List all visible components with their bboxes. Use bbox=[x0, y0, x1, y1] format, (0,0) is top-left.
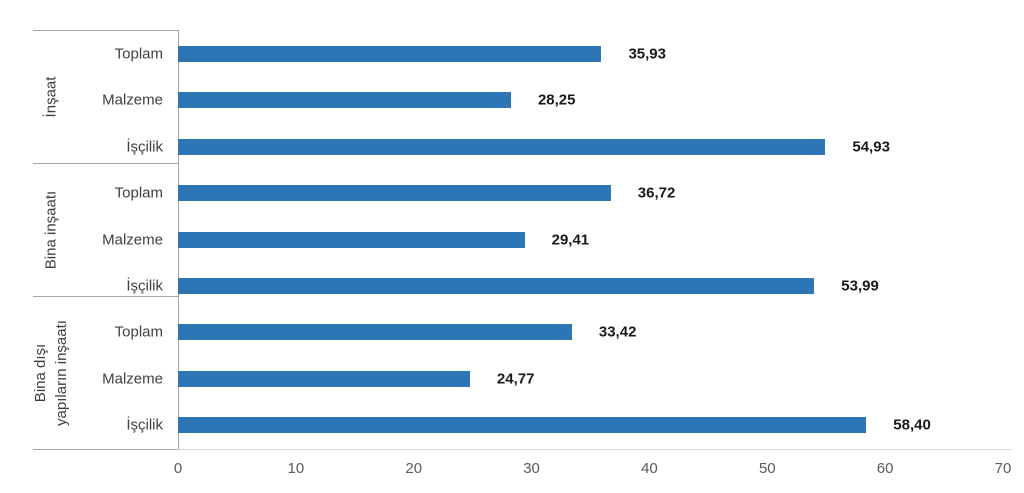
bar bbox=[178, 278, 815, 294]
value-label: 33,42 bbox=[598, 323, 637, 341]
x-tick-label: 50 bbox=[758, 460, 776, 477]
category-label: Toplam bbox=[114, 323, 163, 341]
value-label: 36,72 bbox=[637, 184, 676, 202]
category-label: Malzeme bbox=[102, 91, 163, 109]
category-label: Toplam bbox=[114, 45, 163, 63]
x-tick-label: 60 bbox=[876, 460, 894, 477]
group-divider-line bbox=[33, 163, 178, 164]
bar bbox=[178, 92, 511, 109]
value-label: 24,77 bbox=[496, 370, 535, 388]
category-area-top-line bbox=[33, 30, 178, 31]
group-label-line: Bina inşaatı bbox=[42, 190, 60, 269]
bar bbox=[178, 417, 867, 434]
group-divider-line bbox=[33, 296, 178, 297]
bar bbox=[178, 324, 572, 341]
x-tick-label: 30 bbox=[523, 460, 540, 477]
value-label: 29,41 bbox=[551, 231, 590, 249]
category-label: Malzeme bbox=[102, 231, 163, 249]
x-tick-label: 70 bbox=[994, 460, 1012, 477]
bar bbox=[178, 46, 602, 62]
bar bbox=[178, 231, 525, 248]
x-tick-label: 20 bbox=[405, 460, 423, 477]
group-label-line: İnşaat bbox=[42, 76, 60, 117]
value-label: 58,40 bbox=[893, 416, 931, 434]
group-label: İnşaat bbox=[41, 76, 62, 117]
bar bbox=[178, 370, 470, 387]
value-label: 53,99 bbox=[841, 277, 879, 295]
group-label: Bina dışı yapıların inşaatı bbox=[30, 320, 72, 426]
group-label-line: yapıların inşaatı bbox=[53, 319, 70, 426]
x-tick-label: 40 bbox=[641, 460, 658, 477]
category-area-bottom-line bbox=[33, 449, 178, 450]
category-label: Toplam bbox=[114, 184, 163, 202]
category-label: İşçilik bbox=[126, 416, 163, 434]
x-tick-label: 0 bbox=[173, 460, 183, 477]
value-label: 35,93 bbox=[628, 45, 666, 63]
category-label: İşçilik bbox=[126, 138, 163, 156]
bar bbox=[178, 138, 826, 155]
group-label-line: Bina dışı bbox=[32, 343, 49, 402]
category-label: İşçilik bbox=[126, 277, 163, 295]
value-label: 54,93 bbox=[852, 138, 890, 156]
category-label: Malzeme bbox=[102, 370, 163, 388]
value-label: 28,25 bbox=[537, 91, 576, 109]
group-label: Bina inşaatı bbox=[41, 190, 62, 268]
x-tick-label: 10 bbox=[287, 460, 305, 477]
bar bbox=[178, 185, 611, 202]
x-axis-line bbox=[178, 449, 1012, 450]
